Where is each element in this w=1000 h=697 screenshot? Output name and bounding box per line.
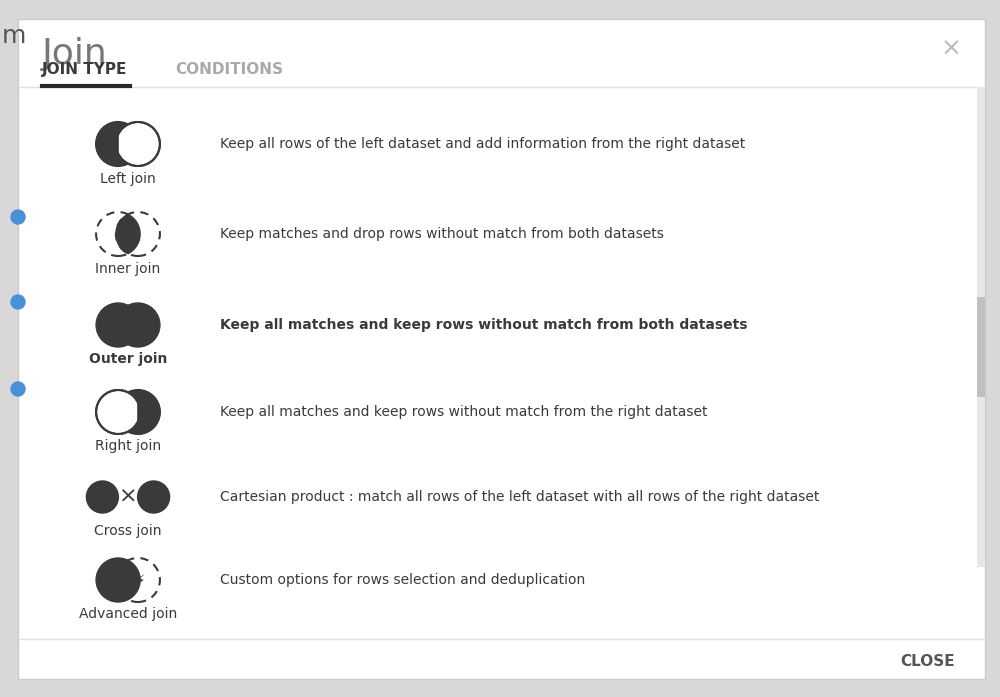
Circle shape [96,212,140,256]
Circle shape [138,481,170,513]
Text: Advanced join: Advanced join [79,607,177,621]
Text: ×: × [119,487,137,507]
Text: Cartesian product : match all rows of the left dataset with all rows of the righ: Cartesian product : match all rows of th… [220,490,819,504]
Text: m: m [2,24,26,48]
Text: Join: Join [42,37,108,71]
Text: Keep all rows of the left dataset and add information from the right dataset: Keep all rows of the left dataset and ad… [220,137,745,151]
FancyBboxPatch shape [977,87,985,567]
Text: CONDITIONS: CONDITIONS [175,62,283,77]
Text: CLOSE: CLOSE [900,654,955,669]
Circle shape [116,303,160,347]
Circle shape [96,303,140,347]
Polygon shape [138,390,160,434]
Text: ⚡: ⚡ [135,572,145,588]
Text: Keep all matches and keep rows without match from both datasets: Keep all matches and keep rows without m… [220,318,748,332]
Text: Keep matches and drop rows without match from both datasets: Keep matches and drop rows without match… [220,227,664,241]
Text: Inner join: Inner join [95,262,161,276]
Polygon shape [116,560,140,599]
Circle shape [116,122,160,166]
Text: ×: × [941,37,962,61]
Circle shape [11,382,25,396]
FancyBboxPatch shape [977,297,985,397]
Circle shape [96,390,140,434]
Text: Right join: Right join [95,439,161,453]
Text: Cross join: Cross join [94,524,162,538]
Circle shape [116,212,160,256]
FancyBboxPatch shape [18,19,985,679]
Polygon shape [116,215,140,254]
Polygon shape [96,122,118,166]
Circle shape [86,481,118,513]
Text: Custom options for rows selection and deduplication: Custom options for rows selection and de… [220,573,585,587]
Circle shape [96,558,140,602]
Text: Left join: Left join [100,172,156,186]
Text: Outer join: Outer join [89,352,167,366]
Circle shape [116,390,160,434]
Circle shape [11,210,25,224]
Text: JOIN TYPE: JOIN TYPE [42,62,127,77]
Circle shape [11,295,25,309]
Circle shape [96,122,140,166]
Text: Keep all matches and keep rows without match from the right dataset: Keep all matches and keep rows without m… [220,405,708,419]
FancyBboxPatch shape [0,0,18,697]
Circle shape [116,558,160,602]
